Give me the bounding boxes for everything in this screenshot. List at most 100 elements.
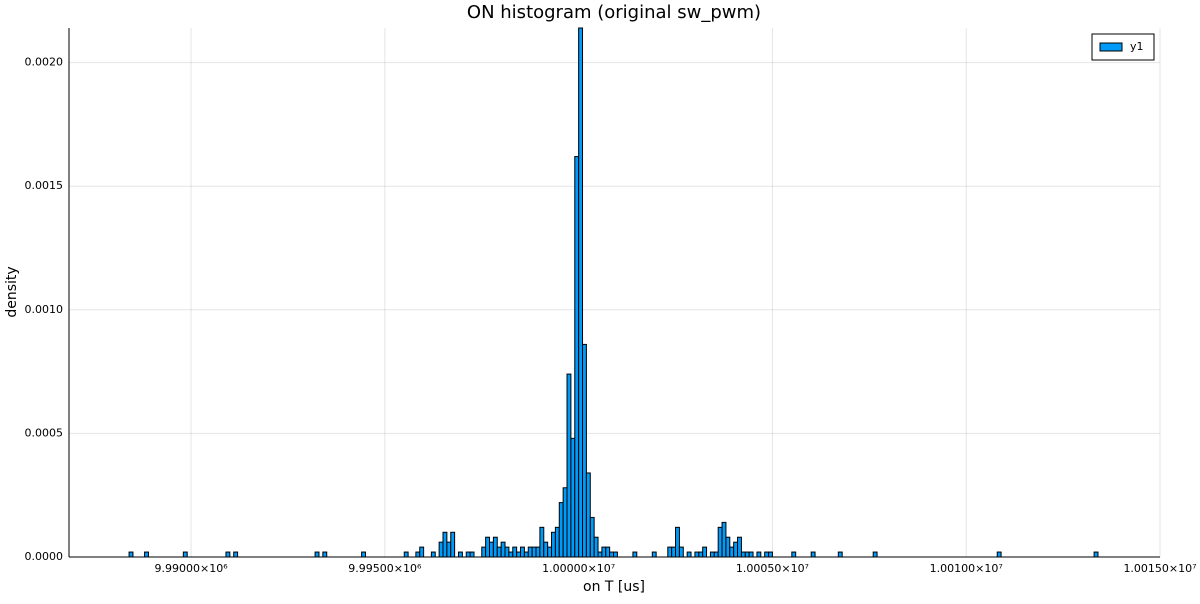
bar [504,546,510,558]
bar [527,546,533,558]
bar [481,546,487,558]
chart-title: ON histogram (original sw_pwm) [467,2,761,23]
bar [597,551,603,558]
bar [492,536,498,558]
bar [667,546,673,558]
bar [744,551,750,558]
bar [558,502,564,558]
bar [469,551,475,558]
y-tick-label: 0.0005 [25,426,64,439]
bar [516,551,522,558]
bar [810,551,816,558]
y-tick-label: 0.0015 [25,179,64,192]
bar [721,521,727,558]
bar [562,487,568,558]
bar [837,551,843,558]
bar [128,551,134,558]
legend-label: y1 [1130,40,1144,53]
bar [713,551,719,558]
bar [593,536,599,558]
bar [768,551,773,558]
bar [438,541,444,558]
bar [430,551,436,558]
bar [314,551,320,558]
bar [446,541,452,558]
bar [225,551,231,558]
x-tick-label: 1.00100×10⁷ [930,562,1003,575]
bar [566,373,572,558]
bar [872,551,878,558]
bar [737,536,742,558]
bar [709,551,715,558]
bar [671,546,677,558]
bar [717,526,723,558]
bar [520,546,525,558]
bar [554,526,560,558]
bar [489,541,494,558]
x-tick-label: 1.00050×10⁷ [736,562,809,575]
bar [361,551,366,558]
bar [609,551,615,558]
bar [582,343,587,558]
x-tick-label: 9.99000×10⁶ [155,562,229,575]
bar [589,516,595,558]
bar [996,551,1002,558]
bar [678,546,684,558]
bar [729,546,735,558]
bar [748,551,754,558]
bar [403,551,409,558]
bar [686,551,692,558]
bar [725,536,731,558]
bar [419,546,425,558]
bar [539,526,545,558]
y-tick-label: 0.0020 [25,56,64,69]
bar [547,546,553,558]
bar [322,551,328,558]
bar [551,531,556,558]
x-tick-label: 1.00150×10⁷ [1123,562,1196,575]
bar [508,551,514,558]
bar [675,526,680,558]
bar [694,551,700,558]
bar [450,531,456,558]
bar [651,551,657,558]
bar [182,551,188,558]
bar [485,536,491,558]
bar [632,551,638,558]
bar [733,541,739,558]
bar [500,541,506,558]
y-axis-label: density [4,266,20,317]
x-tick-label: 9.99500×10⁶ [348,562,422,575]
bar [535,546,541,558]
bar [578,27,584,558]
bar [442,531,448,558]
bar [233,551,239,558]
y-tick-label: 0.0010 [25,303,64,316]
legend-swatch [1099,42,1123,52]
bar [605,546,611,558]
x-tick-label: 1.00000×10⁷ [542,562,615,575]
bar [531,546,537,558]
bar [698,551,704,558]
bar [1093,551,1099,558]
y-tick-label: 0.0000 [25,550,64,563]
bar [458,551,463,558]
bar [756,551,762,558]
bar [570,437,576,558]
bar [613,551,618,558]
bar [512,546,518,558]
bar [523,551,529,558]
bar [496,546,502,558]
bar [585,472,591,558]
bar [574,156,580,558]
bar [465,551,471,558]
bar [543,541,549,558]
bar [740,551,746,558]
bar [601,546,607,558]
bar [702,546,708,558]
bar [144,551,149,558]
bar [791,551,797,558]
bar [415,551,421,558]
bar [764,551,770,558]
